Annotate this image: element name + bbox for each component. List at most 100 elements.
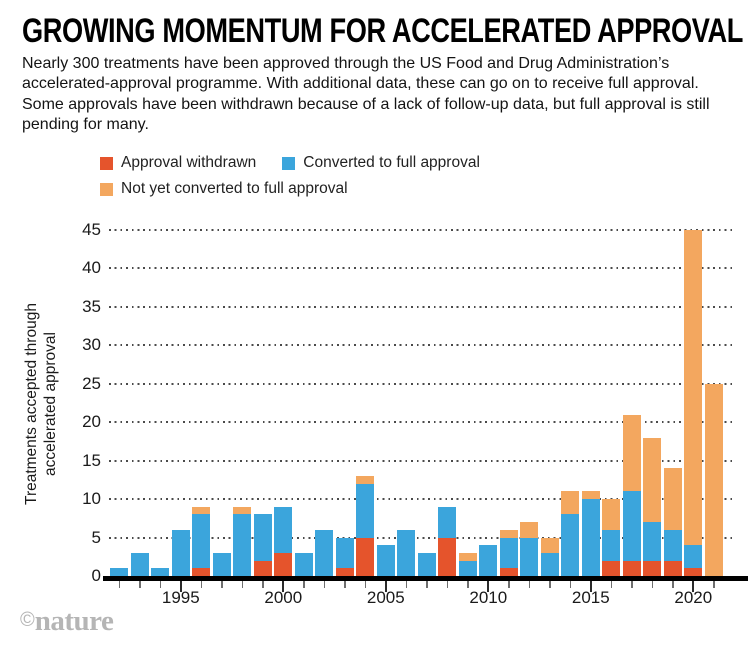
x-tick-2010: [487, 581, 490, 592]
legend-label: Approval withdrawn: [121, 154, 257, 171]
bar-2017-segment-1: [622, 491, 641, 561]
bar-2013-segment-2: [540, 537, 559, 553]
page-title: GROWING MOMENTUM FOR ACCELERATED APPROVA…: [22, 12, 743, 50]
x-tick-label-1995: 1995: [161, 588, 200, 607]
bar-2000-segment-1: [274, 506, 293, 553]
x-tick-2003: [344, 581, 346, 588]
bar-2014-segment-1: [561, 514, 580, 576]
y-tick-label-45: 45: [82, 220, 101, 239]
legend-row-1: Approval withdrawn Converted to full app…: [100, 154, 480, 172]
bar-1999-segment-0: [253, 560, 272, 576]
bar-1996-segment-2: [192, 506, 211, 515]
bar-2021-segment-2: [704, 383, 723, 576]
y-tick-label-30: 30: [82, 335, 101, 355]
bar-1994-segment-1: [151, 568, 170, 576]
x-tick-1994: [159, 581, 161, 588]
bar-2008-segment-1: [438, 506, 457, 538]
bar-2014-segment-2: [561, 491, 580, 515]
x-tick-1997: [221, 581, 223, 588]
x-tick-2005: [384, 581, 387, 592]
y-axis-title-line1: Treatments accepted through: [23, 303, 40, 505]
bar-2003-segment-0: [335, 568, 354, 576]
bar-2005-segment-1: [376, 545, 395, 576]
bar-2018-segment-0: [643, 560, 662, 576]
x-tick-2014: [569, 581, 571, 588]
bar-2011-segment-0: [499, 568, 518, 576]
y-tick-label-35: 35: [82, 296, 101, 316]
x-tick-2021: [713, 581, 715, 588]
gridline-45: [109, 229, 735, 231]
bar-1997-segment-1: [212, 552, 231, 576]
legend-item-approval-withdrawn: Approval withdrawn: [100, 154, 256, 172]
bar-1996-segment-1: [192, 514, 211, 569]
bar-2016-segment-2: [602, 499, 621, 530]
legend-row-2: Not yet converted to full approval: [100, 180, 480, 198]
bar-2020-segment-1: [684, 545, 703, 569]
bar-2002-segment-1: [315, 529, 334, 576]
legend-item-not-yet-converted: Not yet converted to full approval: [100, 180, 348, 198]
x-tick-2011: [508, 581, 510, 588]
x-tick-2020: [692, 581, 695, 592]
y-tick-label-25: 25: [82, 373, 101, 393]
gridline-30: [109, 344, 735, 347]
bar-2019-segment-0: [663, 560, 682, 576]
x-tick-1996: [200, 581, 202, 588]
bar-1992-segment-1: [110, 568, 129, 576]
bar-2018-segment-2: [643, 437, 662, 523]
gridline-25: [109, 382, 735, 385]
not-yet-swatch-icon: [100, 182, 113, 196]
x-axis-line: [103, 576, 748, 581]
y-tick-label-20: 20: [82, 412, 101, 432]
bar-2006-segment-1: [397, 529, 416, 576]
x-tick-2019: [672, 581, 674, 588]
converted-swatch-icon: [282, 156, 296, 170]
x-tick-1993: [139, 581, 141, 588]
gridline-15: [109, 459, 735, 462]
x-tick-2008: [446, 581, 448, 588]
legend-item-converted: Converted to full approval: [282, 154, 480, 172]
x-tick-2000: [282, 581, 285, 592]
x-tick-2004: [364, 581, 366, 588]
gridline-40: [109, 267, 735, 270]
x-tick-2002: [323, 581, 325, 588]
bar-2020-segment-2: [684, 230, 703, 546]
bar-2018-segment-1: [643, 522, 662, 561]
bar-2004-segment-0: [356, 537, 375, 576]
x-tick-1992: [118, 581, 120, 588]
bar-1995-segment-1: [171, 529, 190, 576]
y-tick-label-5: 5: [91, 527, 101, 547]
x-tick-label-2015: 2015: [571, 588, 610, 607]
bar-2003-segment-1: [335, 537, 354, 569]
bar-2000-segment-0: [274, 552, 293, 576]
x-tick-2007: [426, 581, 428, 588]
bar-2001-segment-1: [294, 552, 313, 576]
y-tick-label-0: 0: [91, 566, 101, 585]
y-tick-label-40: 40: [82, 258, 101, 278]
x-tick-label-2020: 2020: [674, 588, 713, 607]
withdrawn-swatch-icon: [100, 156, 113, 170]
bar-2017-segment-0: [622, 560, 641, 576]
x-tick-2017: [631, 581, 633, 588]
chart-legend: Approval withdrawn Converted to full app…: [100, 154, 480, 206]
y-tick-label-10: 10: [82, 489, 101, 509]
bar-2019-segment-2: [663, 468, 682, 530]
bar-2011-segment-1: [499, 537, 518, 569]
bar-2015-segment-1: [581, 499, 600, 576]
x-tick-label-2010: 2010: [469, 588, 508, 607]
nature-logo: ©nature: [20, 605, 114, 638]
gridline-35: [109, 305, 735, 308]
bar-2013-segment-1: [540, 552, 559, 576]
bar-2004-segment-2: [356, 476, 375, 484]
bar-2017-segment-2: [622, 414, 641, 492]
bar-2009-segment-2: [458, 552, 477, 561]
y-tick-label-15: 15: [82, 450, 101, 470]
bar-1993-segment-1: [130, 552, 149, 576]
copyright-icon: ©: [20, 609, 35, 631]
x-tick-2016: [610, 581, 612, 588]
bar-1998-segment-1: [233, 514, 252, 576]
gridline-5: [109, 536, 735, 539]
x-tick-2015: [589, 581, 592, 592]
bar-2016-segment-0: [602, 560, 621, 576]
